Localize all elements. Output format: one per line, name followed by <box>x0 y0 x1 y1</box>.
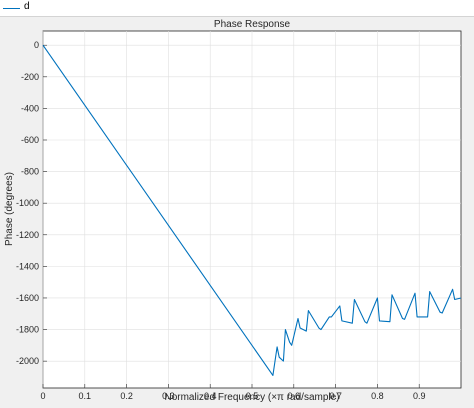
legend-swatch <box>3 8 20 9</box>
axis-ticks: 0 0.1 0.2 0.3 0.4 0.5 0.6 0.7 0.8 0.9 0 -200 -400 -60… <box>16 40 425 401</box>
x-tick-label: 0.3 <box>162 391 175 401</box>
phase-response-chart[interactable]: 0 0.1 0.2 0.3 0.4 0.5 0.6 0.7 0.8 0.9 0 -200 -400 -60… <box>0 17 474 403</box>
y-tick-label: -400 <box>21 103 39 113</box>
x-tick-label: 0.5 <box>246 391 259 401</box>
series-layer <box>42 44 462 376</box>
x-tick-label: 0.4 <box>204 391 217 401</box>
x-tick-label: 0.1 <box>79 391 92 401</box>
x-axis-label: Normalized Frequency (×π rad/sample) <box>164 392 339 403</box>
x-tick-label: 0.8 <box>371 391 384 401</box>
y-tick-label: -1000 <box>16 198 39 208</box>
phase-series-line <box>42 44 462 376</box>
y-tick-label: -1600 <box>16 293 39 303</box>
y-tick-label: -600 <box>21 135 39 145</box>
legend: d <box>0 0 474 17</box>
x-tick-label: 0.2 <box>120 391 133 401</box>
chart-figure: 0 0.1 0.2 0.3 0.4 0.5 0.6 0.7 0.8 0.9 0 -200 -400 -60… <box>0 17 474 403</box>
x-tick-label: 0 <box>40 391 45 401</box>
y-tick-label: -1400 <box>16 261 39 271</box>
y-tick-label: -1200 <box>16 230 39 240</box>
y-tick-label: 0 <box>34 40 39 50</box>
grid <box>42 31 461 388</box>
y-tick-label: -1800 <box>16 325 39 335</box>
legend-label: d <box>24 1 30 12</box>
y-axis-label: Phase (degrees) <box>4 172 15 246</box>
y-tick-label: -2000 <box>16 356 39 366</box>
x-tick-label: 0.7 <box>329 391 342 401</box>
chart-title: Phase Response <box>214 19 291 30</box>
y-tick-label: -200 <box>21 72 39 82</box>
x-tick-label: 0.6 <box>288 391 301 401</box>
y-tick-label: -800 <box>21 167 39 177</box>
x-tick-label: 0.9 <box>413 391 426 401</box>
